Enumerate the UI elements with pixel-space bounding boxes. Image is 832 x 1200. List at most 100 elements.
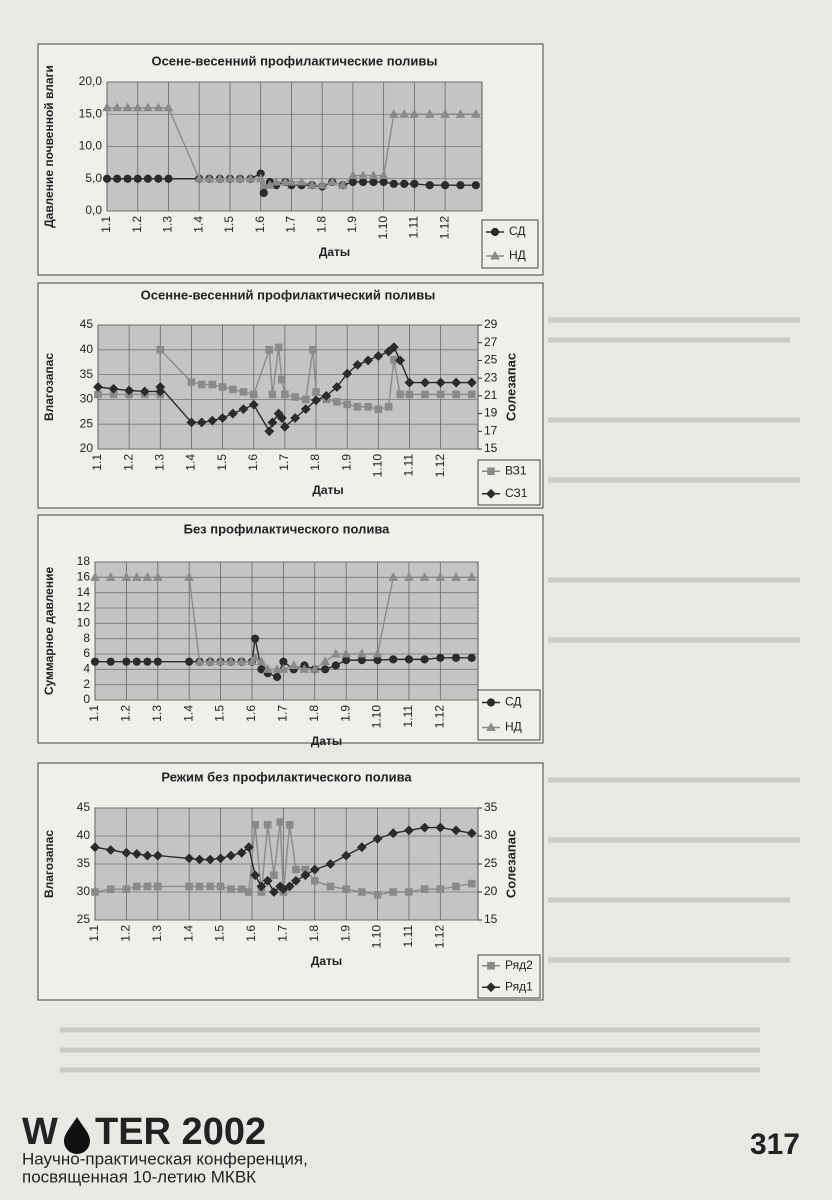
marker: [102, 174, 112, 183]
marker: [250, 652, 260, 662]
marker: [341, 850, 352, 861]
marker: [250, 870, 261, 881]
marker: [389, 179, 398, 189]
marker: [227, 885, 235, 894]
y-tick-label: 14: [77, 585, 91, 599]
marker: [466, 377, 477, 388]
x-tick-label: 1.8: [307, 705, 321, 722]
marker: [216, 882, 225, 891]
marker: [163, 102, 174, 112]
x-tick-label: 1.12: [432, 705, 446, 729]
marker: [284, 881, 295, 892]
marker: [466, 828, 477, 839]
marker: [106, 657, 115, 666]
marker: [237, 885, 246, 894]
marker: [326, 882, 335, 891]
marker: [236, 656, 247, 666]
x-tick-label: 1.6: [246, 454, 260, 471]
marker: [436, 390, 445, 399]
marker: [321, 665, 330, 674]
marker: [487, 467, 495, 476]
marker: [333, 398, 341, 406]
legend-label: НД: [509, 248, 526, 262]
marker: [467, 390, 476, 399]
marker: [194, 656, 205, 666]
y-tick-label: 6: [83, 646, 90, 660]
marker: [286, 176, 297, 186]
marker: [490, 227, 500, 237]
marker: [93, 382, 103, 392]
x-tick-label: 1.4: [181, 705, 195, 722]
marker: [239, 388, 248, 396]
y-tick-label: 10,0: [79, 139, 103, 153]
marker: [153, 657, 162, 666]
y2-tick-label: 35: [484, 800, 498, 814]
marker: [112, 102, 122, 112]
x-axis-label: Даты: [312, 483, 343, 497]
y2-axis-label: Солезапас: [503, 353, 518, 421]
marker: [343, 400, 351, 409]
y-tick-label: 45: [80, 317, 94, 331]
legend-label: СД: [509, 224, 526, 238]
plot-area: [97, 324, 479, 450]
marker: [121, 572, 132, 581]
marker: [409, 109, 420, 118]
y2-tick-label: 17: [484, 423, 498, 437]
marker: [272, 664, 282, 673]
marker: [471, 181, 480, 190]
marker: [331, 382, 342, 392]
x-tick-label: 1.11: [401, 705, 415, 728]
marker: [436, 885, 445, 894]
y-tick-label: 5,0: [85, 171, 102, 185]
marker: [227, 408, 238, 419]
x-tick-label: 1.7: [276, 925, 290, 942]
marker: [405, 888, 413, 896]
y-tick-label: 25: [80, 416, 94, 430]
marker: [300, 870, 311, 881]
marker: [153, 102, 164, 112]
legend-label: ВЗ1: [505, 463, 527, 477]
y2-tick-label: 29: [484, 317, 498, 331]
marker: [194, 173, 205, 183]
marker: [90, 572, 100, 581]
legend-label: СЗ1: [505, 486, 528, 500]
marker: [400, 179, 409, 189]
marker: [404, 655, 414, 664]
y-tick-label: 45: [77, 800, 91, 814]
marker: [132, 882, 141, 891]
marker: [251, 634, 260, 643]
marker: [388, 828, 399, 839]
x-tick-label: 1.4: [181, 925, 195, 942]
marker: [451, 653, 461, 662]
marker: [263, 821, 272, 829]
chart: Осенне-весенний профилактический поливы 2…: [37, 282, 544, 509]
marker: [251, 821, 259, 829]
marker: [288, 660, 299, 669]
marker: [296, 176, 307, 186]
marker: [388, 342, 399, 353]
x-tick-label: 1.5: [215, 454, 229, 471]
x-tick-label: 1.3: [161, 216, 175, 233]
marker: [265, 346, 274, 354]
marker: [467, 653, 476, 662]
marker: [256, 656, 267, 666]
y2-tick-label: 19: [484, 406, 498, 420]
marker: [185, 882, 193, 891]
marker: [105, 845, 116, 855]
y-tick-label: 10: [77, 616, 91, 630]
y-axis-label: Давление почвенной влаги: [42, 65, 56, 228]
marker: [420, 885, 429, 894]
marker: [132, 102, 143, 112]
legend-label: НД: [505, 720, 522, 734]
y2-tick-label: 30: [484, 828, 498, 842]
marker: [342, 368, 353, 379]
marker: [348, 177, 358, 187]
y-tick-label: 30: [77, 884, 91, 898]
x-tick-label: 1.2: [119, 705, 133, 722]
x-tick-label: 1.5: [222, 216, 236, 233]
marker: [373, 351, 384, 361]
marker: [456, 181, 465, 190]
marker: [154, 174, 163, 183]
background-text: [60, 317, 800, 1073]
marker: [217, 413, 228, 423]
